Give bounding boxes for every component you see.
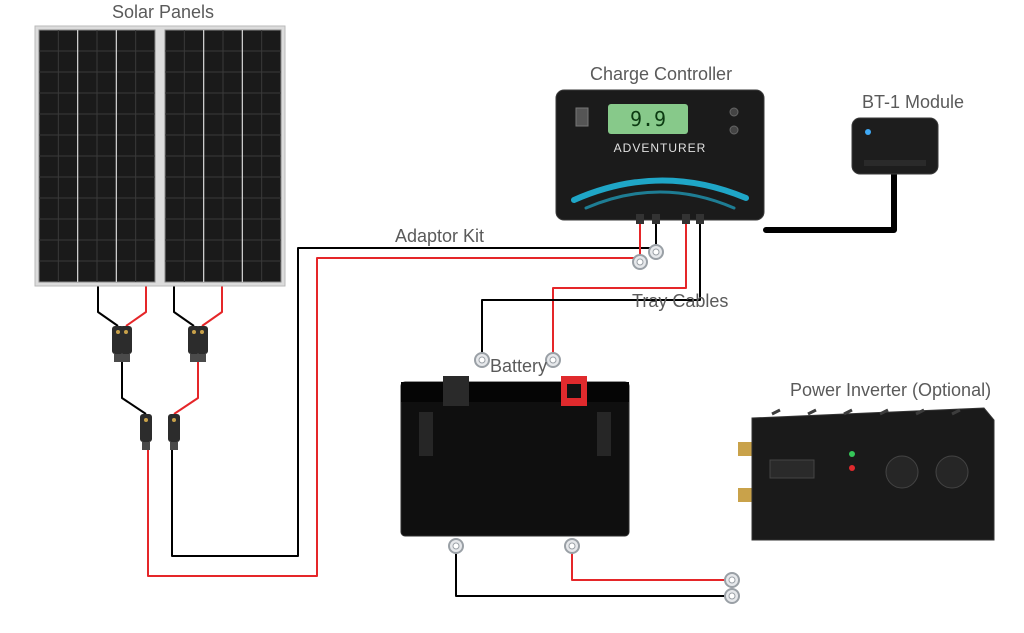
- svg-text:9.9: 9.9: [630, 107, 666, 131]
- battery: [401, 376, 629, 536]
- component-label: Power Inverter (Optional): [790, 380, 991, 400]
- component-label: Battery: [490, 356, 547, 376]
- component-label: Solar Panels: [112, 2, 214, 22]
- solar-panels: [35, 26, 285, 286]
- component-label: Adaptor Kit: [395, 226, 484, 246]
- svg-text:ADVENTURER: ADVENTURER: [614, 141, 707, 155]
- bt1-module: [852, 118, 938, 174]
- component-label: Tray Cables: [632, 291, 728, 311]
- component-label: Charge Controller: [590, 64, 732, 84]
- component-label: BT-1 Module: [862, 92, 964, 112]
- power-inverter: [738, 408, 994, 540]
- charge-controller: 9.9 ADVENTURER: [556, 90, 764, 224]
